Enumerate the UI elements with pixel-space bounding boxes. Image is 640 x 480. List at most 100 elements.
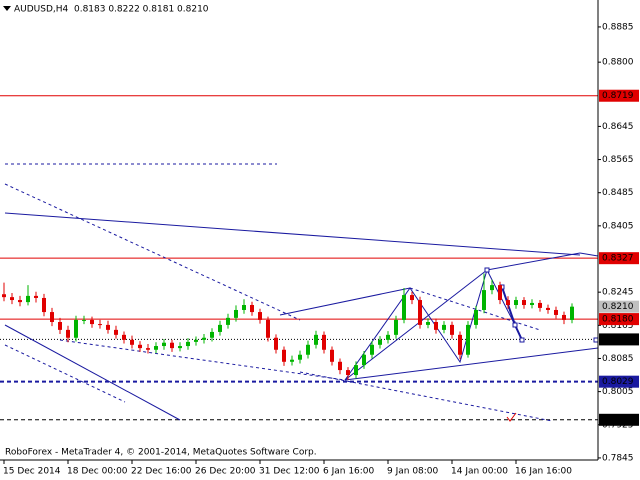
candle-body (362, 354, 366, 366)
candle-body (98, 324, 102, 326)
candle-body (162, 342, 166, 347)
candle-body (194, 339, 198, 342)
candle-body (178, 346, 182, 349)
candle-body (562, 314, 566, 320)
candles (2, 273, 574, 381)
candle-body (114, 329, 118, 335)
price-label-box (599, 89, 639, 102)
y-tick-label: 0.8245 (602, 288, 634, 298)
candle-body (346, 370, 350, 376)
y-tick-label: 0.8005 (602, 387, 634, 397)
candle-body (426, 322, 430, 325)
candle-body (442, 324, 446, 330)
candle-body (298, 354, 302, 360)
candle-body (474, 309, 478, 325)
footer: RoboForex - MetaTrader 4, © 2001-2014, M… (5, 448, 317, 458)
candle-body (538, 302, 542, 308)
price-label: 0.8029 (602, 377, 634, 387)
candle-body (466, 324, 470, 355)
candle-body (482, 290, 486, 310)
candle-body (82, 319, 86, 321)
candle-body (498, 285, 502, 301)
candle-body (170, 342, 174, 349)
candle-body (370, 344, 374, 355)
dashed-line (409, 287, 541, 331)
price-label: 0.8131 (602, 335, 634, 345)
candle-body (314, 334, 318, 345)
candle-body (450, 324, 454, 335)
candle-body (122, 334, 126, 340)
candle-body (138, 344, 142, 349)
y-tick-label: 0.8485 (602, 188, 634, 198)
candle-body (26, 295, 30, 303)
candle-body (434, 322, 438, 330)
candle-body (354, 365, 358, 376)
candle-body (258, 312, 262, 320)
candle-body (130, 339, 134, 345)
candle-body (42, 297, 46, 313)
axes: 0.8885 0.8800 0.8645 0.8565 0.8485 0.8405 0.82… (3, 22, 639, 477)
candle-body (402, 295, 406, 320)
x-tick-label: 14 Jan 00:00 (451, 467, 508, 477)
price-label-box (599, 252, 639, 265)
candle-body (330, 349, 334, 362)
y-tick-label: 0.8405 (602, 221, 634, 231)
candle-body (242, 305, 246, 310)
chart-title: AUDUSD,H4 0.8183 0.8222 0.8181 0.8210 (14, 5, 209, 15)
price-label: 0.8180 (602, 315, 634, 325)
y-tick-label: 0.8800 (602, 58, 634, 68)
candle-body (554, 309, 558, 315)
y-tick-label: 0.8085 (602, 354, 634, 364)
candle-body (226, 317, 230, 325)
candle-body (394, 319, 398, 335)
anchor-point (593, 337, 599, 343)
candle-body (386, 334, 390, 340)
price-label: 0.8719 (602, 91, 634, 101)
anchor-point (484, 267, 490, 273)
levels (0, 95, 598, 421)
candle-body (418, 300, 422, 325)
candle-body (458, 334, 462, 355)
candle-body (290, 359, 294, 362)
analysis-drawings (4, 163, 599, 422)
candle-body (146, 348, 150, 350)
anchor-point (512, 322, 518, 328)
candle-body (250, 305, 254, 313)
price-label-box (599, 313, 639, 326)
candle-body (90, 319, 94, 325)
price-label: 0.8210 (602, 302, 634, 312)
candle-body (154, 346, 158, 350)
collapse-icon (3, 6, 11, 11)
candle-body (74, 319, 78, 338)
candle-body (514, 300, 518, 306)
x-tick-label: 15 Dec 2014 (3, 467, 61, 477)
candle-body (218, 324, 222, 332)
trend-line (486, 252, 581, 271)
candle-body (66, 329, 70, 338)
check-mark (506, 412, 517, 422)
price-label-box (599, 333, 639, 346)
x-tick-label: 16 Jan 16:00 (515, 467, 572, 477)
trend-line (344, 347, 599, 381)
candle-body (10, 297, 14, 301)
candle-body (58, 322, 62, 330)
dashed-line (299, 371, 553, 422)
x-tick-label: 31 Dec 12:00 (259, 467, 320, 477)
price-label-box (599, 300, 639, 313)
candle-body (338, 361, 342, 371)
candle-body (2, 294, 6, 298)
candle-body (18, 300, 22, 303)
candle-body (306, 344, 310, 355)
trend-line (279, 287, 411, 316)
y-tick-label: 0.8885 (602, 22, 634, 32)
y-tick-label: 0.8165 (602, 321, 634, 331)
candle-body (546, 307, 550, 310)
candle-body (234, 309, 238, 318)
candle-body (378, 339, 382, 345)
dashed-line (4, 344, 126, 403)
candle-body (522, 300, 526, 306)
x-tick-label: 18 Dec 00:00 (67, 467, 128, 477)
candle-body (530, 302, 534, 306)
